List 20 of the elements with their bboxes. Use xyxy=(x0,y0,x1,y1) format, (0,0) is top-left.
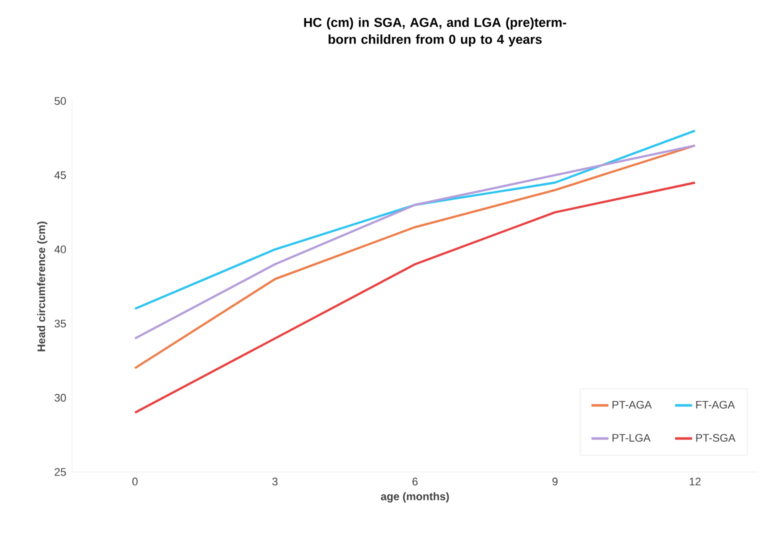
y-tick-label: 45 xyxy=(54,171,66,180)
y-tick-label: 50 xyxy=(54,97,66,105)
chart-title: HC (cm) in SGA, AGA, and LGA (pre)term-born children from 0 up to 4 years xyxy=(304,17,566,46)
y-tick-label: 25 xyxy=(54,468,66,476)
y-tick-label: 40 xyxy=(54,246,66,254)
line-series xyxy=(134,182,696,414)
legend-label: PT-LGA xyxy=(612,434,651,442)
x-tick-label: 0 xyxy=(132,478,138,486)
x-tick-label: 3 xyxy=(272,478,278,486)
legend-label: FT-AGA xyxy=(696,400,735,409)
y-axis-title: Head circumference (cm) xyxy=(37,222,48,352)
y-tick-label: 35 xyxy=(54,320,66,328)
x-tick-label: 12 xyxy=(690,478,701,486)
line-series xyxy=(134,130,696,310)
legend-label: PT-SGA xyxy=(696,434,736,442)
y-tick-label: 30 xyxy=(54,394,66,402)
x-axis-title: age (months) xyxy=(380,492,449,503)
x-tick-label: 9 xyxy=(552,478,558,486)
legend-label: PT-AGA xyxy=(612,400,652,409)
x-tick-label: 6 xyxy=(412,478,418,486)
